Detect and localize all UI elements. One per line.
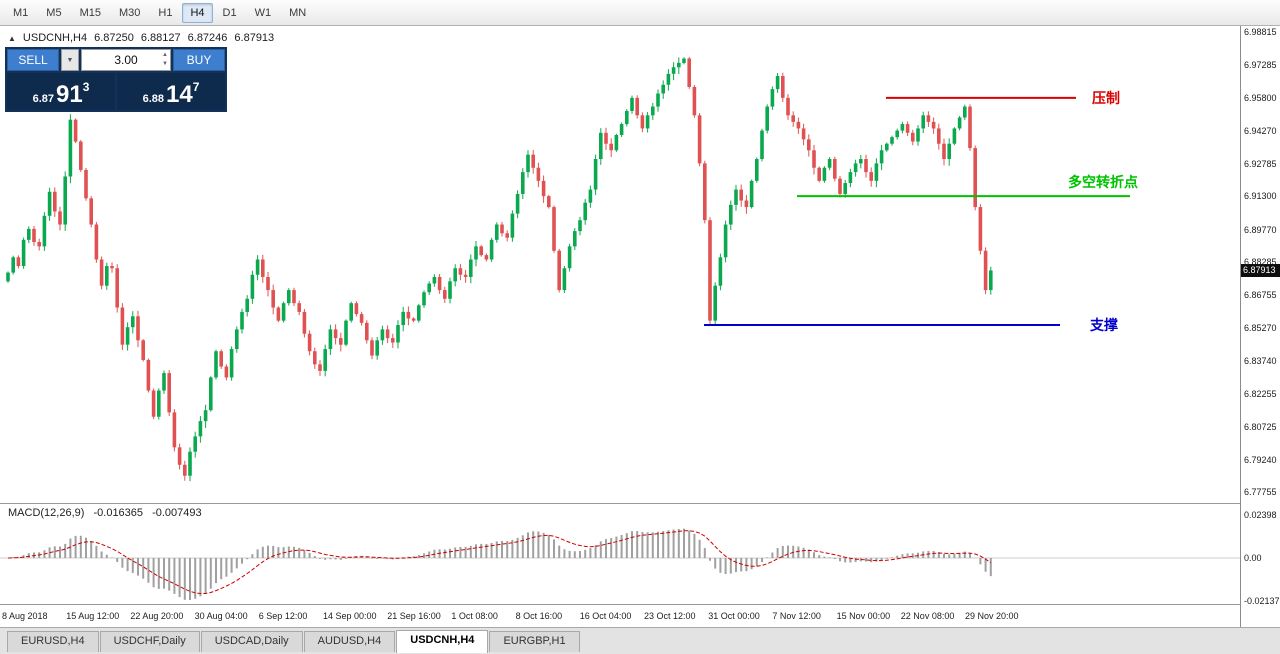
macd-name: MACD(12,26,9) xyxy=(8,507,85,519)
timeframe-button-m5[interactable]: M5 xyxy=(46,6,62,19)
chart-tab-eurusd-h4[interactable]: EURUSD,H4 xyxy=(7,630,99,652)
volume-stepper[interactable]: ▲ ▼ xyxy=(162,51,168,69)
date-axis-label: 15 Aug 12:00 xyxy=(66,611,120,621)
resistance-label[interactable]: 压制 xyxy=(1092,90,1120,106)
price-axis-label: 6.80725 xyxy=(1244,422,1277,433)
buy-button[interactable]: BUY xyxy=(173,49,225,71)
date-axis-label: 23 Oct 12:00 xyxy=(644,611,696,621)
current-price-tag: 6.87913 xyxy=(1241,264,1280,278)
ask-integer: 6.88 xyxy=(142,93,165,105)
chart-window: 压制多空转折点支撑 ▲ USDCNH,H4 6.87250 6.88127 6.… xyxy=(0,26,1280,627)
price-axis-label: 6.95800 xyxy=(1244,92,1277,103)
date-axis[interactable]: 8 Aug 2018 15 Aug 12:00 22 Aug 20:00 30 Aug… xyxy=(0,604,1240,627)
timeframe-toolbar: M1 M5 M15 M30 H1 H4 D1 W1 MN xyxy=(0,0,1280,26)
pivot-label[interactable]: 多空转折点 xyxy=(1068,174,1138,190)
timeframe-button-mn[interactable]: MN xyxy=(289,6,307,19)
ask-pips: 14 xyxy=(166,81,193,108)
ask-frac: 7 xyxy=(192,80,200,94)
date-axis-label: 8 Oct 16:00 xyxy=(515,611,563,621)
macd-axis-label: 0.02398 xyxy=(1244,510,1277,520)
price-axis-label: 6.92785 xyxy=(1244,158,1277,169)
price-axis[interactable]: 6.87913 6.98815 6.97285 6.95800 6.94270 6.92… xyxy=(1241,26,1280,627)
macd-main-value: -0.016365 xyxy=(93,507,144,519)
support-label[interactable]: 支撑 xyxy=(1089,317,1118,333)
date-axis-label: 22 Aug 20:00 xyxy=(130,611,184,621)
price-axis-label: 6.86755 xyxy=(1244,290,1277,301)
price-axis-label: 6.94270 xyxy=(1244,126,1277,137)
chart-close-value: 6.87913 xyxy=(234,32,275,44)
date-axis-label: 15 Nov 00:00 xyxy=(836,611,891,621)
timeframe-button-m15[interactable]: M15 xyxy=(79,6,101,19)
price-axis-label: 6.98815 xyxy=(1244,27,1277,37)
macd-signal-value: -0.007493 xyxy=(152,507,202,519)
timeframe-button-h4[interactable]: H4 xyxy=(182,2,213,23)
bid-pips: 91 xyxy=(56,81,83,108)
price-axis-label: 6.91300 xyxy=(1244,191,1277,202)
chart-symbol-title: USDCNH,H4 xyxy=(22,32,88,44)
timeframe-button-m1[interactable]: M1 xyxy=(13,6,29,19)
timeframe-button-w1[interactable]: W1 xyxy=(254,6,272,19)
chart-tab-audusd-h4[interactable]: AUDUSD,H4 xyxy=(303,630,396,652)
date-axis-label: 6 Sep 12:00 xyxy=(258,611,308,621)
chart-tab-usdcnh-h4[interactable]: USDCNH,H4 xyxy=(396,629,489,653)
chart-tab-bar: EURUSD,H4 USDCHF,Daily USDCAD,Daily AUDUSD,… xyxy=(0,627,1280,654)
volume-dropdown-icon[interactable]: ▼ xyxy=(61,49,79,71)
timeframe-button-d1[interactable]: D1 xyxy=(222,6,237,19)
macd-axis-label: 0.00 xyxy=(1244,553,1262,563)
bid-price-display[interactable]: 6.87 91 3 xyxy=(7,73,115,110)
macd-axis-label: -0.02137 xyxy=(1244,596,1280,606)
timeframe-button-h1[interactable]: H1 xyxy=(158,6,173,19)
date-axis-label: 8 Aug 2018 xyxy=(2,611,48,621)
chart-open-value: 6.87250 xyxy=(94,32,134,44)
volume-decrease-icon[interactable]: ▼ xyxy=(162,61,168,67)
date-axis-label: 30 Aug 04:00 xyxy=(194,611,248,621)
price-axis-label: 6.79240 xyxy=(1244,454,1277,465)
axis-separator xyxy=(0,604,1280,605)
bid-frac: 3 xyxy=(82,80,90,94)
pane-separator[interactable] xyxy=(0,503,1280,504)
price-axis-label: 6.83740 xyxy=(1244,356,1277,367)
date-axis-label: 29 Nov 20:00 xyxy=(965,611,1019,621)
price-axis-label: 6.77755 xyxy=(1244,487,1277,497)
chart-tab-usdchf-daily[interactable]: USDCHF,Daily xyxy=(99,630,200,652)
price-axis-label: 6.85270 xyxy=(1244,322,1277,333)
chart-ohlc-line: ▲ USDCNH,H4 6.87250 6.88127 6.87246 6.87… xyxy=(8,32,274,44)
date-axis-label: 22 Nov 08:00 xyxy=(900,611,955,621)
sell-button[interactable]: SELL xyxy=(7,49,59,71)
chart-tab-eurgbp-h1[interactable]: EURGBP,H1 xyxy=(489,630,580,652)
price-axis-border xyxy=(1240,26,1241,627)
timeframe-button-m30[interactable]: M30 xyxy=(118,6,141,19)
date-axis-label: 21 Sep 16:00 xyxy=(387,611,441,621)
one-click-trading-panel: SELL ▼ 3.00 ▲ ▼ BUY 6.87 91 3 xyxy=(5,47,227,112)
macd-indicator-canvas[interactable] xyxy=(0,503,1240,604)
volume-increase-icon[interactable]: ▲ xyxy=(162,52,168,58)
collapse-trade-panel-icon[interactable]: ▲ xyxy=(8,33,16,43)
chart-low-value: 6.87246 xyxy=(187,32,228,44)
chart-tab-usdcad-daily[interactable]: USDCAD,Daily xyxy=(200,630,303,652)
price-axis-label: 6.88285 xyxy=(1244,257,1277,267)
volume-input[interactable]: 3.00 ▲ ▼ xyxy=(81,49,171,71)
price-axis-label: 6.97285 xyxy=(1244,60,1277,71)
volume-value: 3.00 xyxy=(114,53,138,67)
date-axis-label: 16 Oct 04:00 xyxy=(579,611,632,621)
date-axis-label: 14 Sep 00:00 xyxy=(323,611,377,621)
macd-indicator-label: MACD(12,26,9) -0.016365 -0.007493 xyxy=(8,507,208,519)
date-axis-label: 1 Oct 08:00 xyxy=(451,611,498,621)
date-axis-label: 7 Nov 12:00 xyxy=(772,611,821,621)
price-axis-label: 6.82255 xyxy=(1244,388,1277,399)
bid-integer: 6.87 xyxy=(32,93,55,105)
chart-high-value: 6.88127 xyxy=(140,32,181,44)
date-axis-label: 31 Oct 00:00 xyxy=(708,611,760,621)
ask-price-display[interactable]: 6.88 14 7 xyxy=(117,73,225,110)
price-axis-label: 6.89770 xyxy=(1244,224,1277,235)
